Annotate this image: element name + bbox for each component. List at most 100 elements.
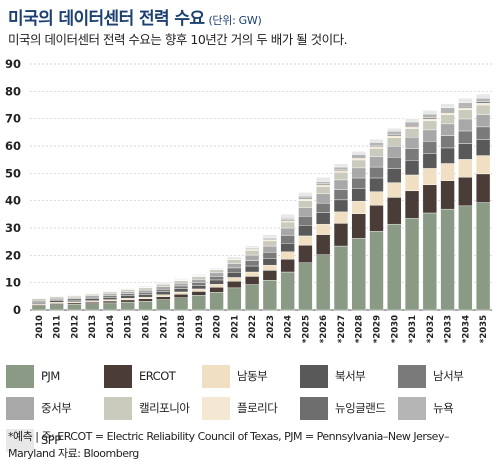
unit-label: (단위: GW) <box>208 14 262 27</box>
bar-segment <box>262 264 278 271</box>
stacked-bar-chart: 0 10 20 30 40 50 60 70 80 90 2010 2011 2012 2013 2014 2… <box>5 57 492 343</box>
bar-segment <box>404 118 420 123</box>
chart-subtitle: 미국의 데이터센터 전력 수요는 향후 10년간 거의 두 배가 될 것이다. <box>8 32 348 47</box>
bar-segment <box>209 279 224 285</box>
x-tick-label: *2028 <box>355 315 365 343</box>
bar-segment <box>298 195 313 199</box>
legend-swatch <box>202 396 230 420</box>
bar-segment <box>156 294 171 297</box>
chart-legend: PJM ERCOT 남동부 북서부 남서부 중서부 캘리포니아 플로리다 뉴잉글랜드 뉴욕 SPP <box>6 364 496 452</box>
bar-segment <box>227 267 242 273</box>
bar-segment <box>280 251 295 260</box>
bar-segment <box>440 112 455 115</box>
legend-item: 플로리다 <box>202 396 300 420</box>
bar-segment <box>138 294 153 298</box>
bar-segment <box>369 205 384 232</box>
bar-segment <box>102 300 118 304</box>
bar-segment <box>102 297 118 300</box>
bar-segment <box>244 265 260 273</box>
bar-segment <box>422 117 437 120</box>
bar-segment <box>156 284 171 287</box>
legend-label: 중서부 <box>41 401 72 415</box>
bar-segment <box>298 216 313 226</box>
bar-segment <box>422 129 437 142</box>
legend-item: 뉴잉글랜드 <box>300 396 398 420</box>
bar-segment <box>387 135 402 138</box>
bar-segment <box>404 190 420 219</box>
bar-segment <box>191 274 206 276</box>
bar-segment <box>280 217 295 221</box>
legend-swatch <box>104 364 132 388</box>
legend-item: SPP <box>6 428 104 452</box>
bar-segment <box>120 298 135 301</box>
bar-segment <box>191 288 206 292</box>
bar-segment <box>351 167 366 179</box>
bar-segment <box>351 158 366 161</box>
bar-segment <box>298 245 313 263</box>
bar-segment <box>351 177 366 189</box>
y-tick-label: 40 <box>5 194 21 208</box>
bar-segment <box>191 279 206 283</box>
bar-segment <box>316 193 331 204</box>
bar-segment <box>102 290 118 292</box>
legend-swatch <box>300 364 328 388</box>
bar-segment <box>369 191 384 206</box>
bar-segment <box>280 271 295 311</box>
bar-segment <box>440 135 455 149</box>
bar-segment <box>298 262 313 311</box>
bar-segment <box>49 300 64 303</box>
x-tick-label: 2010 <box>35 315 45 339</box>
x-tick-label: 2014 <box>106 315 116 339</box>
bar-segment <box>67 294 82 296</box>
legend-item: 뉴욕 <box>398 396 496 420</box>
legend-label: PJM <box>41 369 60 383</box>
bar-segment <box>404 137 420 149</box>
bar-segment <box>31 305 47 311</box>
bar-segment <box>333 166 349 170</box>
legend-item: 남서부 <box>398 364 496 388</box>
x-tick-label: 2021 <box>230 315 240 339</box>
bar-segment <box>458 159 473 178</box>
bar-segment <box>440 123 455 136</box>
bar-segment <box>422 120 437 131</box>
bar-segment <box>67 304 82 311</box>
bar-segment <box>227 287 242 311</box>
bar-segment <box>262 270 278 281</box>
bar-segment <box>173 297 189 311</box>
bar-segment <box>209 292 224 311</box>
bar-segment <box>49 303 64 306</box>
bar-segment <box>138 292 153 295</box>
bar-segment <box>387 146 402 158</box>
legend-swatch <box>104 396 132 420</box>
bar-segment <box>369 231 384 311</box>
y-tick-label: 80 <box>5 84 21 98</box>
bar-segment <box>209 287 224 293</box>
bar-segment <box>333 211 349 224</box>
bar-segment <box>475 93 491 99</box>
bar-segment <box>404 126 420 129</box>
bar-segment <box>351 159 366 169</box>
x-tick-label: 2017 <box>159 315 169 339</box>
bar-segment <box>156 281 171 284</box>
bar-segment <box>227 259 242 264</box>
x-tick-label: *2033 <box>444 315 454 343</box>
bar-segment <box>102 293 118 296</box>
legend-label: ERCOT <box>139 369 176 383</box>
footnote: *예측 | 주: ERCOT = Electric Reliability Co… <box>8 430 449 460</box>
bar-segment <box>85 292 100 294</box>
chart-title: 미국의 데이터센터 전력 수요 (단위: GW) <box>8 4 262 29</box>
bar-segment <box>458 118 473 132</box>
bar-segment <box>316 254 331 311</box>
legend-item: 중서부 <box>6 396 104 420</box>
bar-segment <box>298 192 313 197</box>
bar-segment <box>475 139 491 156</box>
bar-segment <box>422 113 437 118</box>
bar-segment <box>351 238 366 311</box>
legend-swatch <box>300 396 328 420</box>
bar-segment <box>316 181 331 184</box>
bar-segment <box>404 128 420 138</box>
bar-segment <box>475 104 491 115</box>
bar-segment <box>49 299 64 301</box>
y-tick-label: 60 <box>5 139 21 153</box>
bar-segment <box>191 285 206 290</box>
